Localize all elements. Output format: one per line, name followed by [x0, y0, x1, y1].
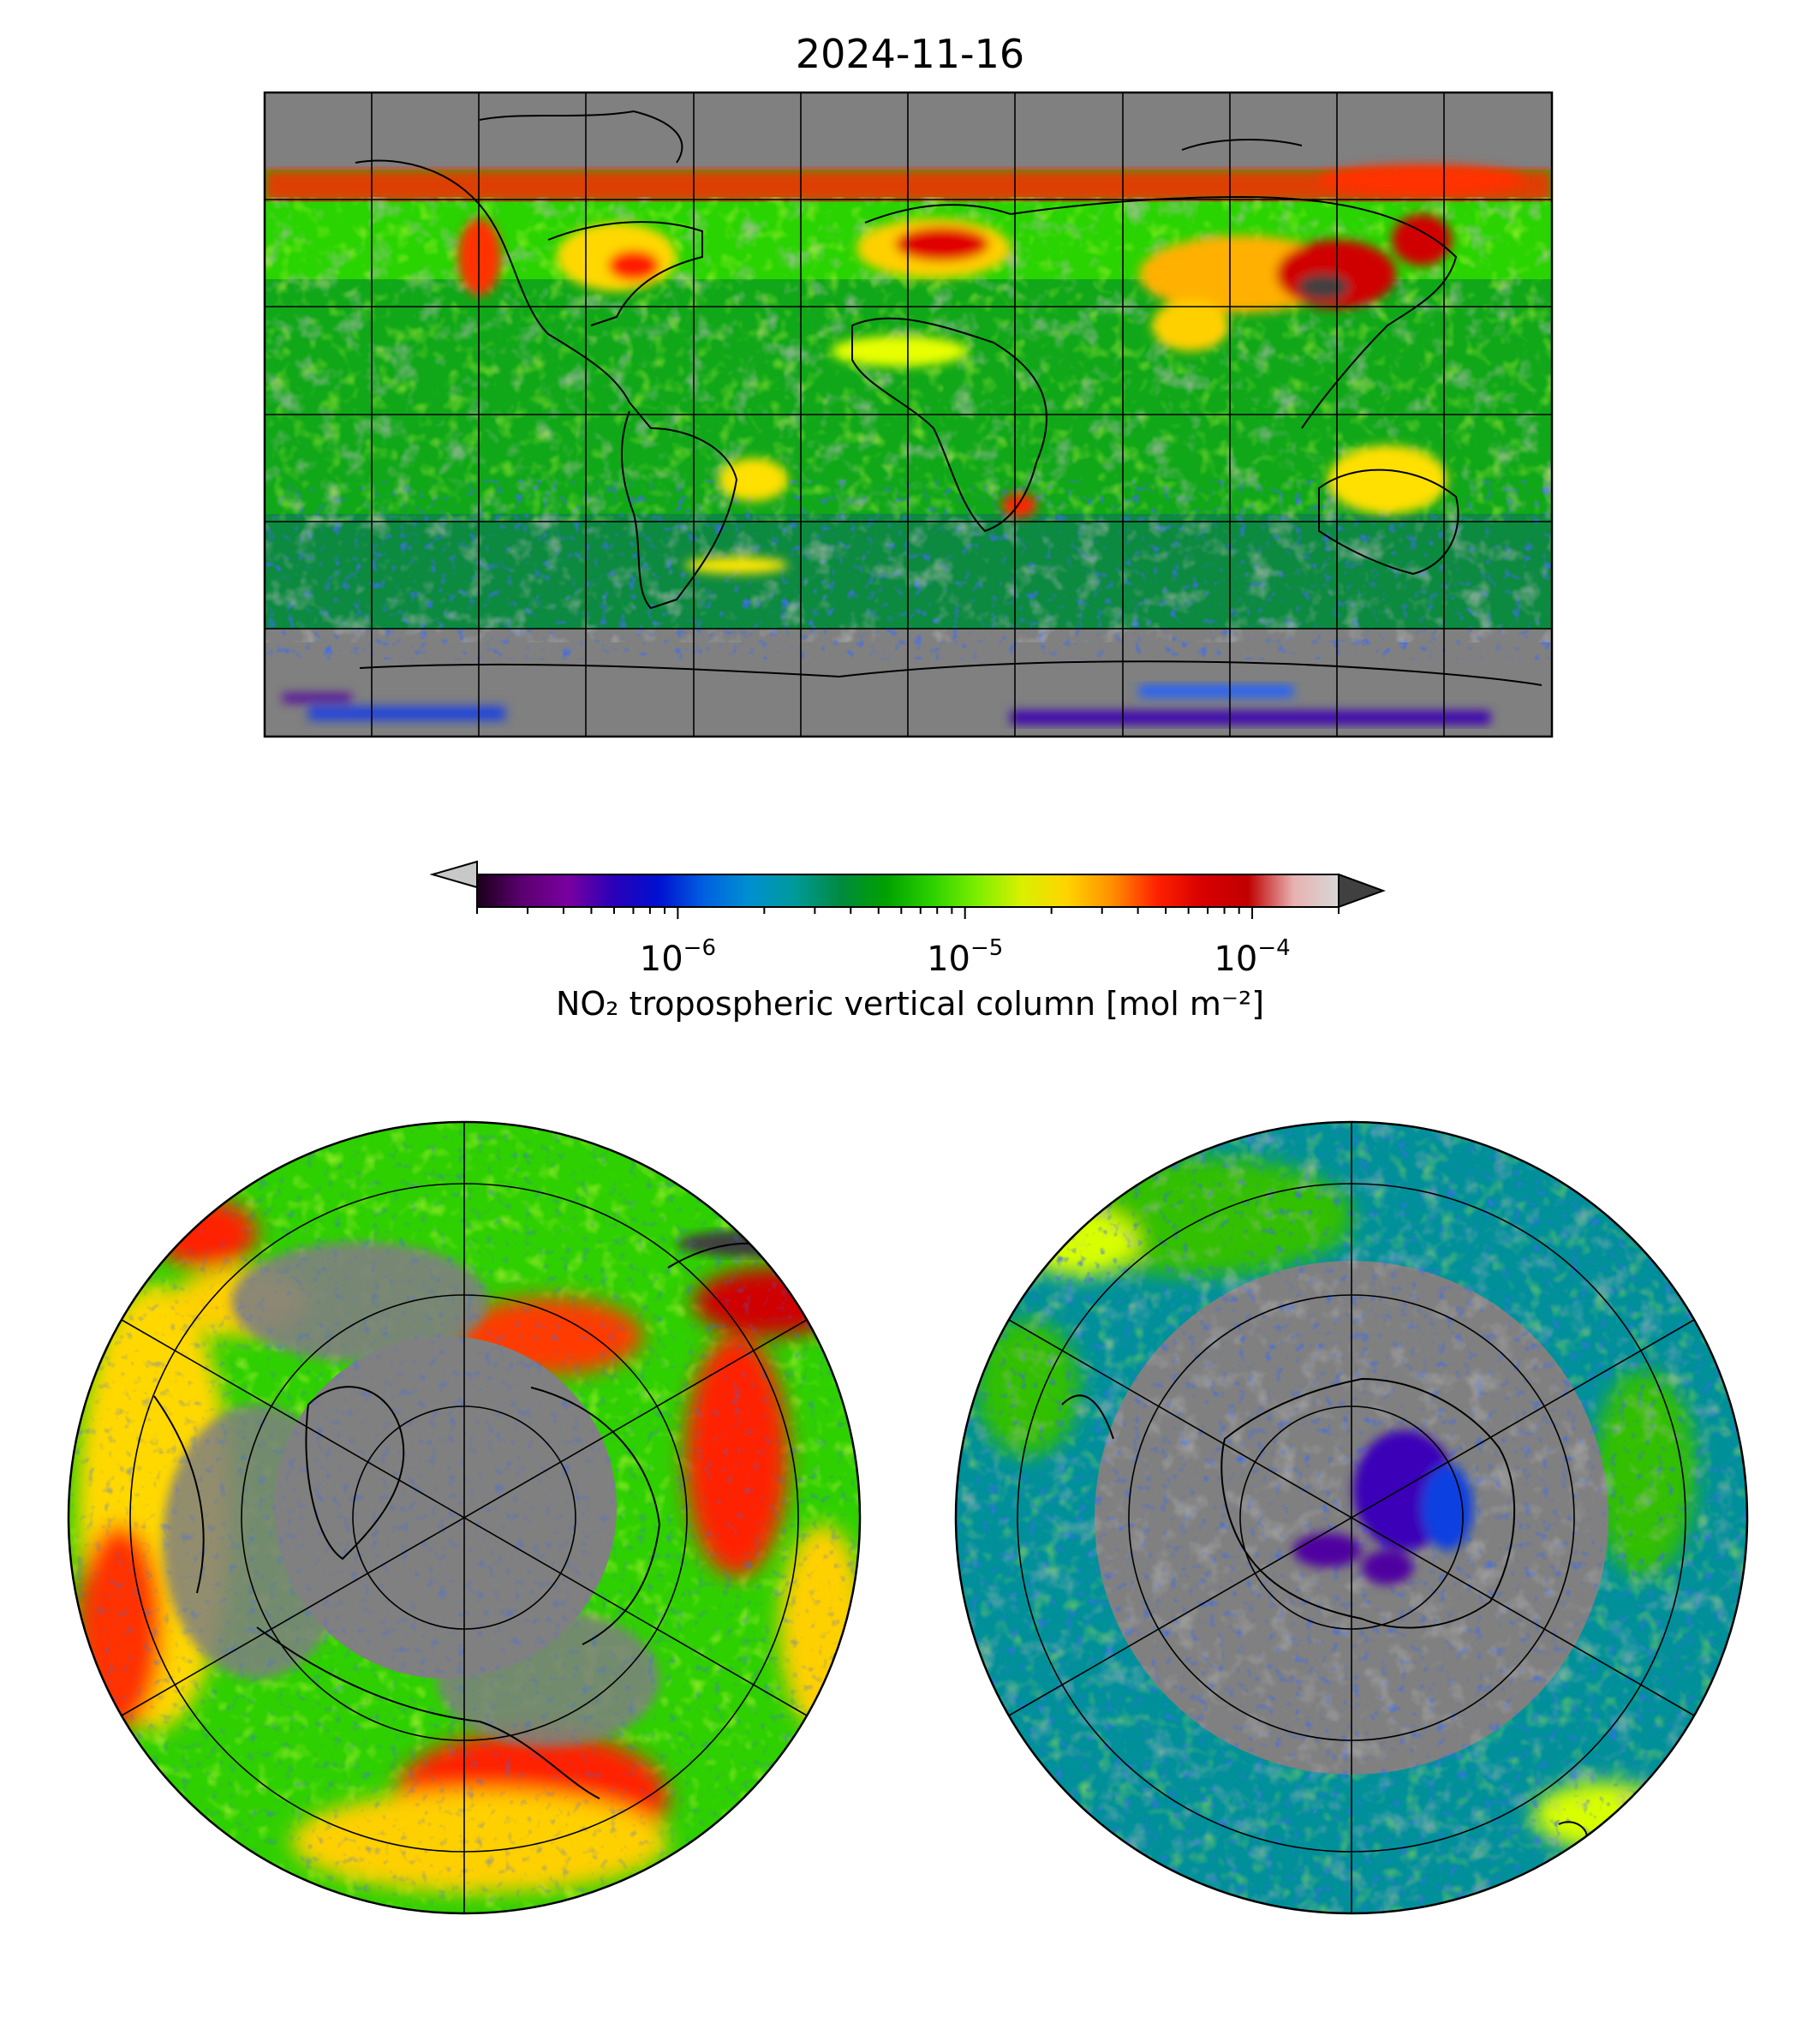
antarctic-low-values — [283, 685, 1490, 725]
global-gridlines — [265, 92, 1552, 737]
global-map — [265, 92, 1552, 737]
colorbar-ticks — [476, 907, 1340, 919]
colorbar-tick-label: 10−6 — [639, 935, 716, 979]
south-gridlines — [1008, 1122, 1695, 1913]
south-polar-map — [956, 1122, 1747, 1913]
global-hotspots — [458, 164, 1525, 574]
global-coastlines — [355, 110, 1543, 686]
colorbar — [429, 860, 1386, 919]
south-polar-frame — [954, 1120, 1749, 1915]
north-polar-map — [69, 1122, 860, 1913]
global-map-frame — [263, 91, 1554, 738]
colorbar-under-extension — [429, 860, 478, 889]
colorbar-tick-label: 10−5 — [927, 935, 1004, 979]
colorbar-gradient-bar — [477, 874, 1339, 907]
colorbar-label: NO₂ tropospheric vertical column [mol m⁻… — [555, 985, 1265, 1023]
colorbar-over-extension — [1338, 873, 1386, 909]
plot-title: 2024-11-16 — [795, 31, 1025, 77]
colorbar-outline — [476, 874, 1340, 908]
north-gridlines — [121, 1122, 808, 1913]
colorbar-tick-label: 10−4 — [1214, 935, 1291, 979]
north-polar-frame — [67, 1120, 862, 1915]
